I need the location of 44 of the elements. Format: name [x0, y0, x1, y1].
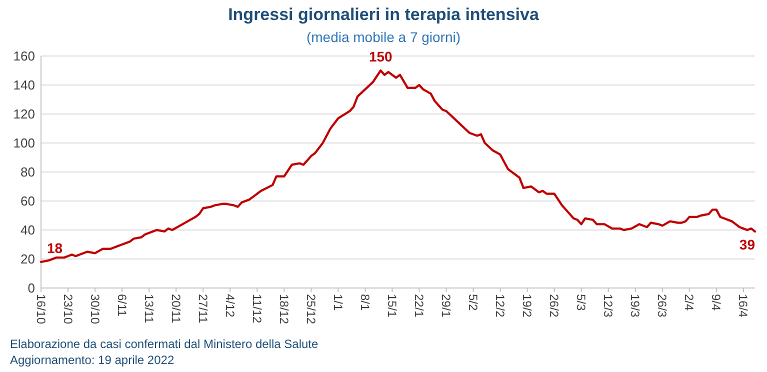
y-tick-label: 40	[20, 222, 35, 238]
chart-title: Ingressi giornalieri in terapia intensiva	[228, 5, 540, 24]
y-tick-label: 120	[13, 106, 35, 122]
x-tick-label: 9/4	[709, 294, 724, 312]
x-tick-label: 25/12	[304, 294, 318, 324]
y-tick-label: 140	[13, 78, 35, 93]
y-tick-label: 100	[13, 136, 35, 151]
x-tick-label: 12/2	[493, 294, 508, 318]
x-tick-label: 13/11	[142, 294, 156, 324]
x-tick-label: 23/10	[60, 294, 75, 324]
x-tick-label: 5/2	[466, 294, 480, 312]
x-tick-label: 18/12	[276, 294, 291, 324]
y-tick-label: 160	[13, 48, 35, 64]
text: Aggiornamento: 19 aprile 2022	[10, 353, 174, 367]
x-tick-label: 20/11	[168, 294, 183, 324]
x-tick-label: 2/4	[682, 294, 696, 312]
x-tick-label: 1/1	[330, 294, 345, 312]
chart-subtitle: (media mobile a 7 giorni)	[306, 29, 461, 45]
x-tick-label: 16/10	[34, 294, 48, 324]
x-tick-label: 19/3	[628, 294, 642, 318]
x-tick-label: 26/2	[547, 294, 562, 318]
y-tick-label: 20	[20, 252, 35, 267]
x-tick-label: 30/10	[88, 294, 102, 324]
text: Elaborazione da casi confermati dal Ministero della Salute	[10, 337, 318, 351]
line-series	[40, 69, 756, 263]
y-tick-label: 60	[20, 194, 35, 209]
x-tick-label: 6/11	[114, 294, 129, 317]
x-tick-label: 5/3	[574, 294, 588, 312]
annotation: 18	[47, 240, 63, 256]
x-tick-label: 11/12	[250, 294, 264, 324]
x-tick-label: 16/4	[736, 294, 750, 318]
x-tick-label: 4/12	[222, 294, 237, 318]
x-tick-label: 29/1	[439, 294, 454, 318]
x-tick-label: 8/1	[358, 294, 372, 312]
x-tick-label: 26/3	[655, 294, 670, 318]
x-tick-label: 27/11	[196, 294, 210, 324]
x-tick-label: 19/2	[520, 294, 534, 318]
x-tick-label: 15/1	[385, 294, 400, 318]
x-tick-label: 12/3	[601, 294, 616, 318]
x-tick-label: 22/1	[412, 294, 426, 318]
annotation: 150	[368, 48, 393, 64]
annotation: 39	[739, 236, 756, 252]
y-tick-label: 0	[28, 280, 35, 296]
y-tick-label: 80	[20, 164, 35, 180]
